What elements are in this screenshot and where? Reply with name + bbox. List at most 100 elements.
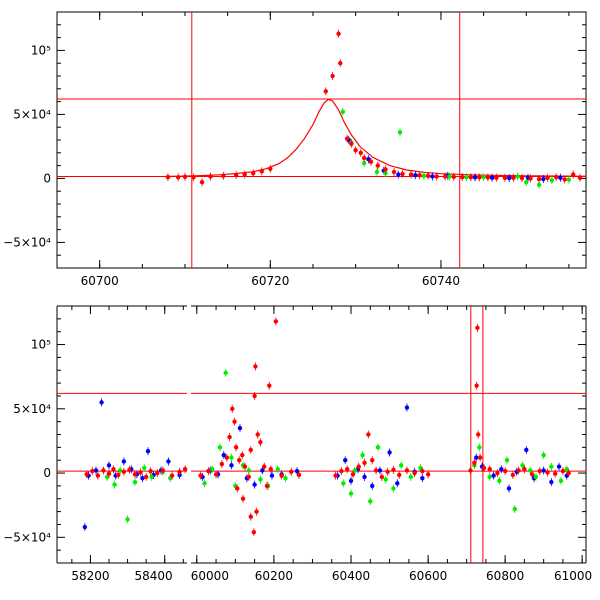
data-point [106,471,112,476]
data-point [242,464,248,469]
data-point [106,463,112,468]
data-point [391,486,396,491]
plot-frame [56,11,587,269]
y-tick-label: 5×10⁴ [13,107,51,121]
data-point [541,176,546,182]
data-point [356,464,361,469]
data-point [434,174,439,179]
data-point [125,517,130,522]
data-point [545,175,550,180]
data-point [361,160,367,166]
x-tick-label: 60740 [422,274,460,288]
data-point [507,175,512,181]
data-point [267,383,272,388]
x-tick-label: 60720 [251,274,289,288]
data-point [541,452,546,458]
data-point [121,459,127,464]
data-point [252,482,257,487]
data-point [246,474,252,480]
data-point [352,468,358,473]
data-point [362,474,367,480]
data-point [333,473,338,478]
data-point [361,155,367,161]
data-point [396,172,401,177]
data-point [191,175,196,180]
data-point [370,458,375,463]
data-point [229,455,234,460]
data-point [289,469,294,474]
data-point [223,370,228,376]
data-point [558,175,563,180]
data-point [240,452,245,458]
data-point [417,173,422,178]
data-point [571,172,576,177]
data-point [468,175,474,180]
data-point [237,458,242,463]
data-point [420,475,425,481]
data-point [489,175,495,180]
data-point [294,468,300,474]
data-point [251,529,257,535]
data-point [487,474,492,480]
data-point [182,466,188,472]
data-point [132,479,138,485]
data-point [533,474,539,480]
data-point [341,481,346,486]
data-point [545,470,550,475]
data-point [166,459,171,464]
data-point [350,472,356,477]
data-point [224,455,230,460]
data-point [515,174,520,179]
data-point [111,466,116,472]
data-point [412,470,417,476]
data-point [562,177,567,182]
data-point [182,174,188,180]
data-point [217,445,223,450]
data-point [374,169,380,175]
y-tick-label: 10⁵ [31,43,51,57]
data-point [229,463,234,468]
data-point [258,440,263,445]
data-point [268,166,273,171]
data-point [497,478,502,483]
data-point [408,172,414,177]
data-point [413,173,418,178]
data-point [202,481,207,486]
data-point [330,73,335,79]
data-point [373,468,379,473]
data-point [362,460,367,465]
data-point [398,463,404,468]
data-point [221,173,226,179]
data-point [275,466,280,472]
data-point [242,172,247,177]
data-point [430,174,435,179]
data-point [400,171,405,177]
data-point [255,432,260,437]
data-point [233,445,239,450]
data-point [177,469,182,474]
data-point [527,468,533,473]
data-point [549,178,555,183]
data-point [511,175,516,180]
data-point [477,455,483,460]
data-point [269,473,275,478]
data-point [421,173,427,179]
data-point [358,150,363,155]
data-point [487,466,492,472]
data-point [475,325,480,331]
x-tick-label: 60600 [409,569,447,583]
data-point [499,466,504,472]
data-point [251,171,256,176]
data-point [481,465,487,471]
data-point [165,174,171,180]
data-point [199,180,205,185]
data-point [260,468,265,473]
data-point [258,477,263,482]
data-point [558,478,564,483]
data-point [566,470,571,476]
data-point [360,452,365,458]
data-point [504,458,510,463]
data-point [425,173,431,179]
data-point [472,175,478,180]
data-point [262,464,267,469]
